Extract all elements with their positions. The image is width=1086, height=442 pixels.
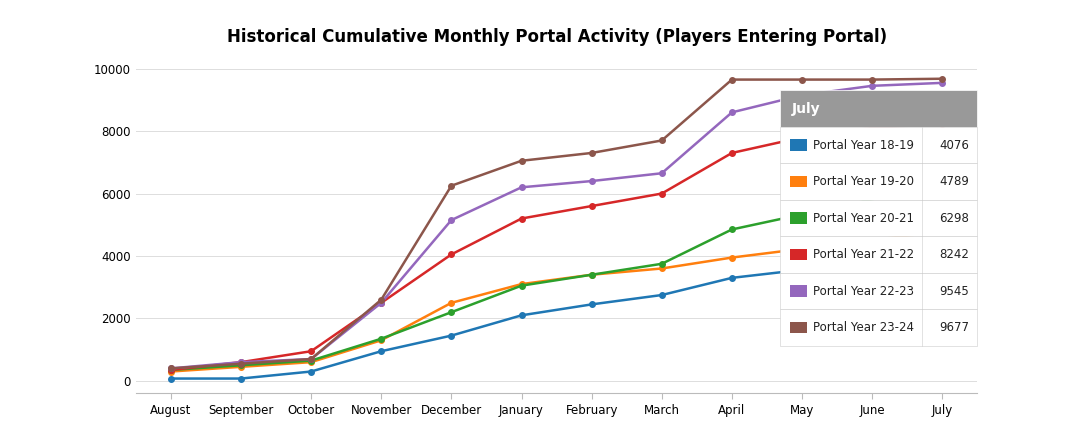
Portal Year 22-23 [515,185,528,190]
Portal Year 20-21 [585,272,598,278]
Portal Year 21-22 [164,367,177,373]
Portal Year 22-23 [304,356,317,362]
Portal Year 22-23 [235,359,248,365]
Portal Year 20-21 [936,182,949,187]
Line: Portal Year 20-21: Portal Year 20-21 [168,182,945,373]
Portal Year 18-19 [235,376,248,381]
Portal Year 22-23 [445,217,458,223]
Text: Portal Year 20-21: Portal Year 20-21 [813,212,914,225]
Portal Year 20-21 [655,261,668,267]
Line: Portal Year 19-20: Portal Year 19-20 [168,229,945,374]
Portal Year 21-22 [304,349,317,354]
Portal Year 21-22 [655,191,668,196]
Portal Year 20-21 [235,362,248,368]
Portal Year 23-24 [375,297,388,302]
Portal Year 22-23 [585,179,598,184]
FancyBboxPatch shape [780,91,977,127]
Title: Historical Cumulative Monthly Portal Activity (Players Entering Portal): Historical Cumulative Monthly Portal Act… [227,28,886,46]
Portal Year 20-21 [304,358,317,363]
Portal Year 20-21 [375,336,388,341]
Portal Year 21-22 [796,135,809,140]
Portal Year 18-19 [655,292,668,297]
Portal Year 19-20 [936,229,949,234]
Text: 9677: 9677 [939,321,970,334]
Portal Year 18-19 [515,312,528,318]
Bar [780,127,977,164]
Portal Year 21-22 [235,359,248,365]
Portal Year 21-22 [445,252,458,257]
Portal Year 18-19 [304,369,317,374]
Portal Year 21-22 [725,150,738,156]
Line: Portal Year 23-24: Portal Year 23-24 [168,76,945,371]
Portal Year 23-24 [866,77,879,82]
Portal Year 21-22 [375,300,388,305]
Portal Year 23-24 [235,361,248,366]
Text: 8242: 8242 [939,248,970,261]
Portal Year 21-22 [585,203,598,209]
Bar [780,236,977,273]
Portal Year 18-19 [936,251,949,256]
Portal Year 22-23 [375,300,388,305]
Line: Portal Year 22-23: Portal Year 22-23 [168,80,945,371]
Bar [790,249,807,260]
Portal Year 19-20 [235,364,248,370]
Portal Year 19-20 [515,282,528,287]
Text: 9545: 9545 [939,285,970,297]
Portal Year 18-19 [445,333,458,338]
Portal Year 23-24 [655,138,668,143]
Portal Year 22-23 [796,92,809,98]
Bar [790,176,807,187]
Text: Portal Year 18-19: Portal Year 18-19 [813,139,914,152]
Bar [780,200,977,236]
Bar [790,139,807,151]
Portal Year 19-20 [585,272,598,278]
Portal Year 19-20 [445,300,458,305]
Portal Year 23-24 [445,183,458,188]
Portal Year 20-21 [725,227,738,232]
Text: 4076: 4076 [939,139,970,152]
Portal Year 19-20 [164,369,177,374]
Portal Year 21-22 [936,121,949,126]
Portal Year 23-24 [725,77,738,82]
Portal Year 18-19 [164,376,177,381]
Bar [790,212,807,224]
Portal Year 22-23 [164,366,177,371]
Bar [780,309,977,346]
Portal Year 23-24 [515,158,528,164]
Text: Portal Year 19-20: Portal Year 19-20 [813,175,914,188]
Portal Year 23-24 [585,150,598,156]
Portal Year 22-23 [936,80,949,85]
Text: 4789: 4789 [939,175,970,188]
Bar [780,164,977,200]
Portal Year 21-22 [866,126,879,131]
Portal Year 22-23 [866,83,879,88]
Portal Year 23-24 [304,356,317,362]
Portal Year 23-24 [164,366,177,371]
Portal Year 19-20 [375,338,388,343]
Portal Year 23-24 [936,76,949,81]
Portal Year 18-19 [725,275,738,281]
Portal Year 19-20 [725,255,738,260]
Portal Year 23-24 [796,77,809,82]
Bar [780,273,977,309]
Portal Year 18-19 [375,349,388,354]
Line: Portal Year 18-19: Portal Year 18-19 [168,251,945,381]
Portal Year 22-23 [655,171,668,176]
Portal Year 22-23 [725,110,738,115]
Portal Year 19-20 [655,266,668,271]
Text: Portal Year 23-24: Portal Year 23-24 [813,321,914,334]
Portal Year 19-20 [304,359,317,365]
Text: July: July [792,102,820,116]
Portal Year 20-21 [164,367,177,373]
Portal Year 18-19 [585,302,598,307]
Portal Year 20-21 [445,309,458,315]
Portal Year 20-21 [515,283,528,288]
Line: Portal Year 21-22: Portal Year 21-22 [168,121,945,373]
Bar [790,285,807,297]
Portal Year 21-22 [515,216,528,221]
Text: 6298: 6298 [939,212,970,225]
Text: Portal Year 22-23: Portal Year 22-23 [813,285,914,297]
Text: Portal Year 21-22: Portal Year 21-22 [813,248,914,261]
Bar [790,322,807,333]
